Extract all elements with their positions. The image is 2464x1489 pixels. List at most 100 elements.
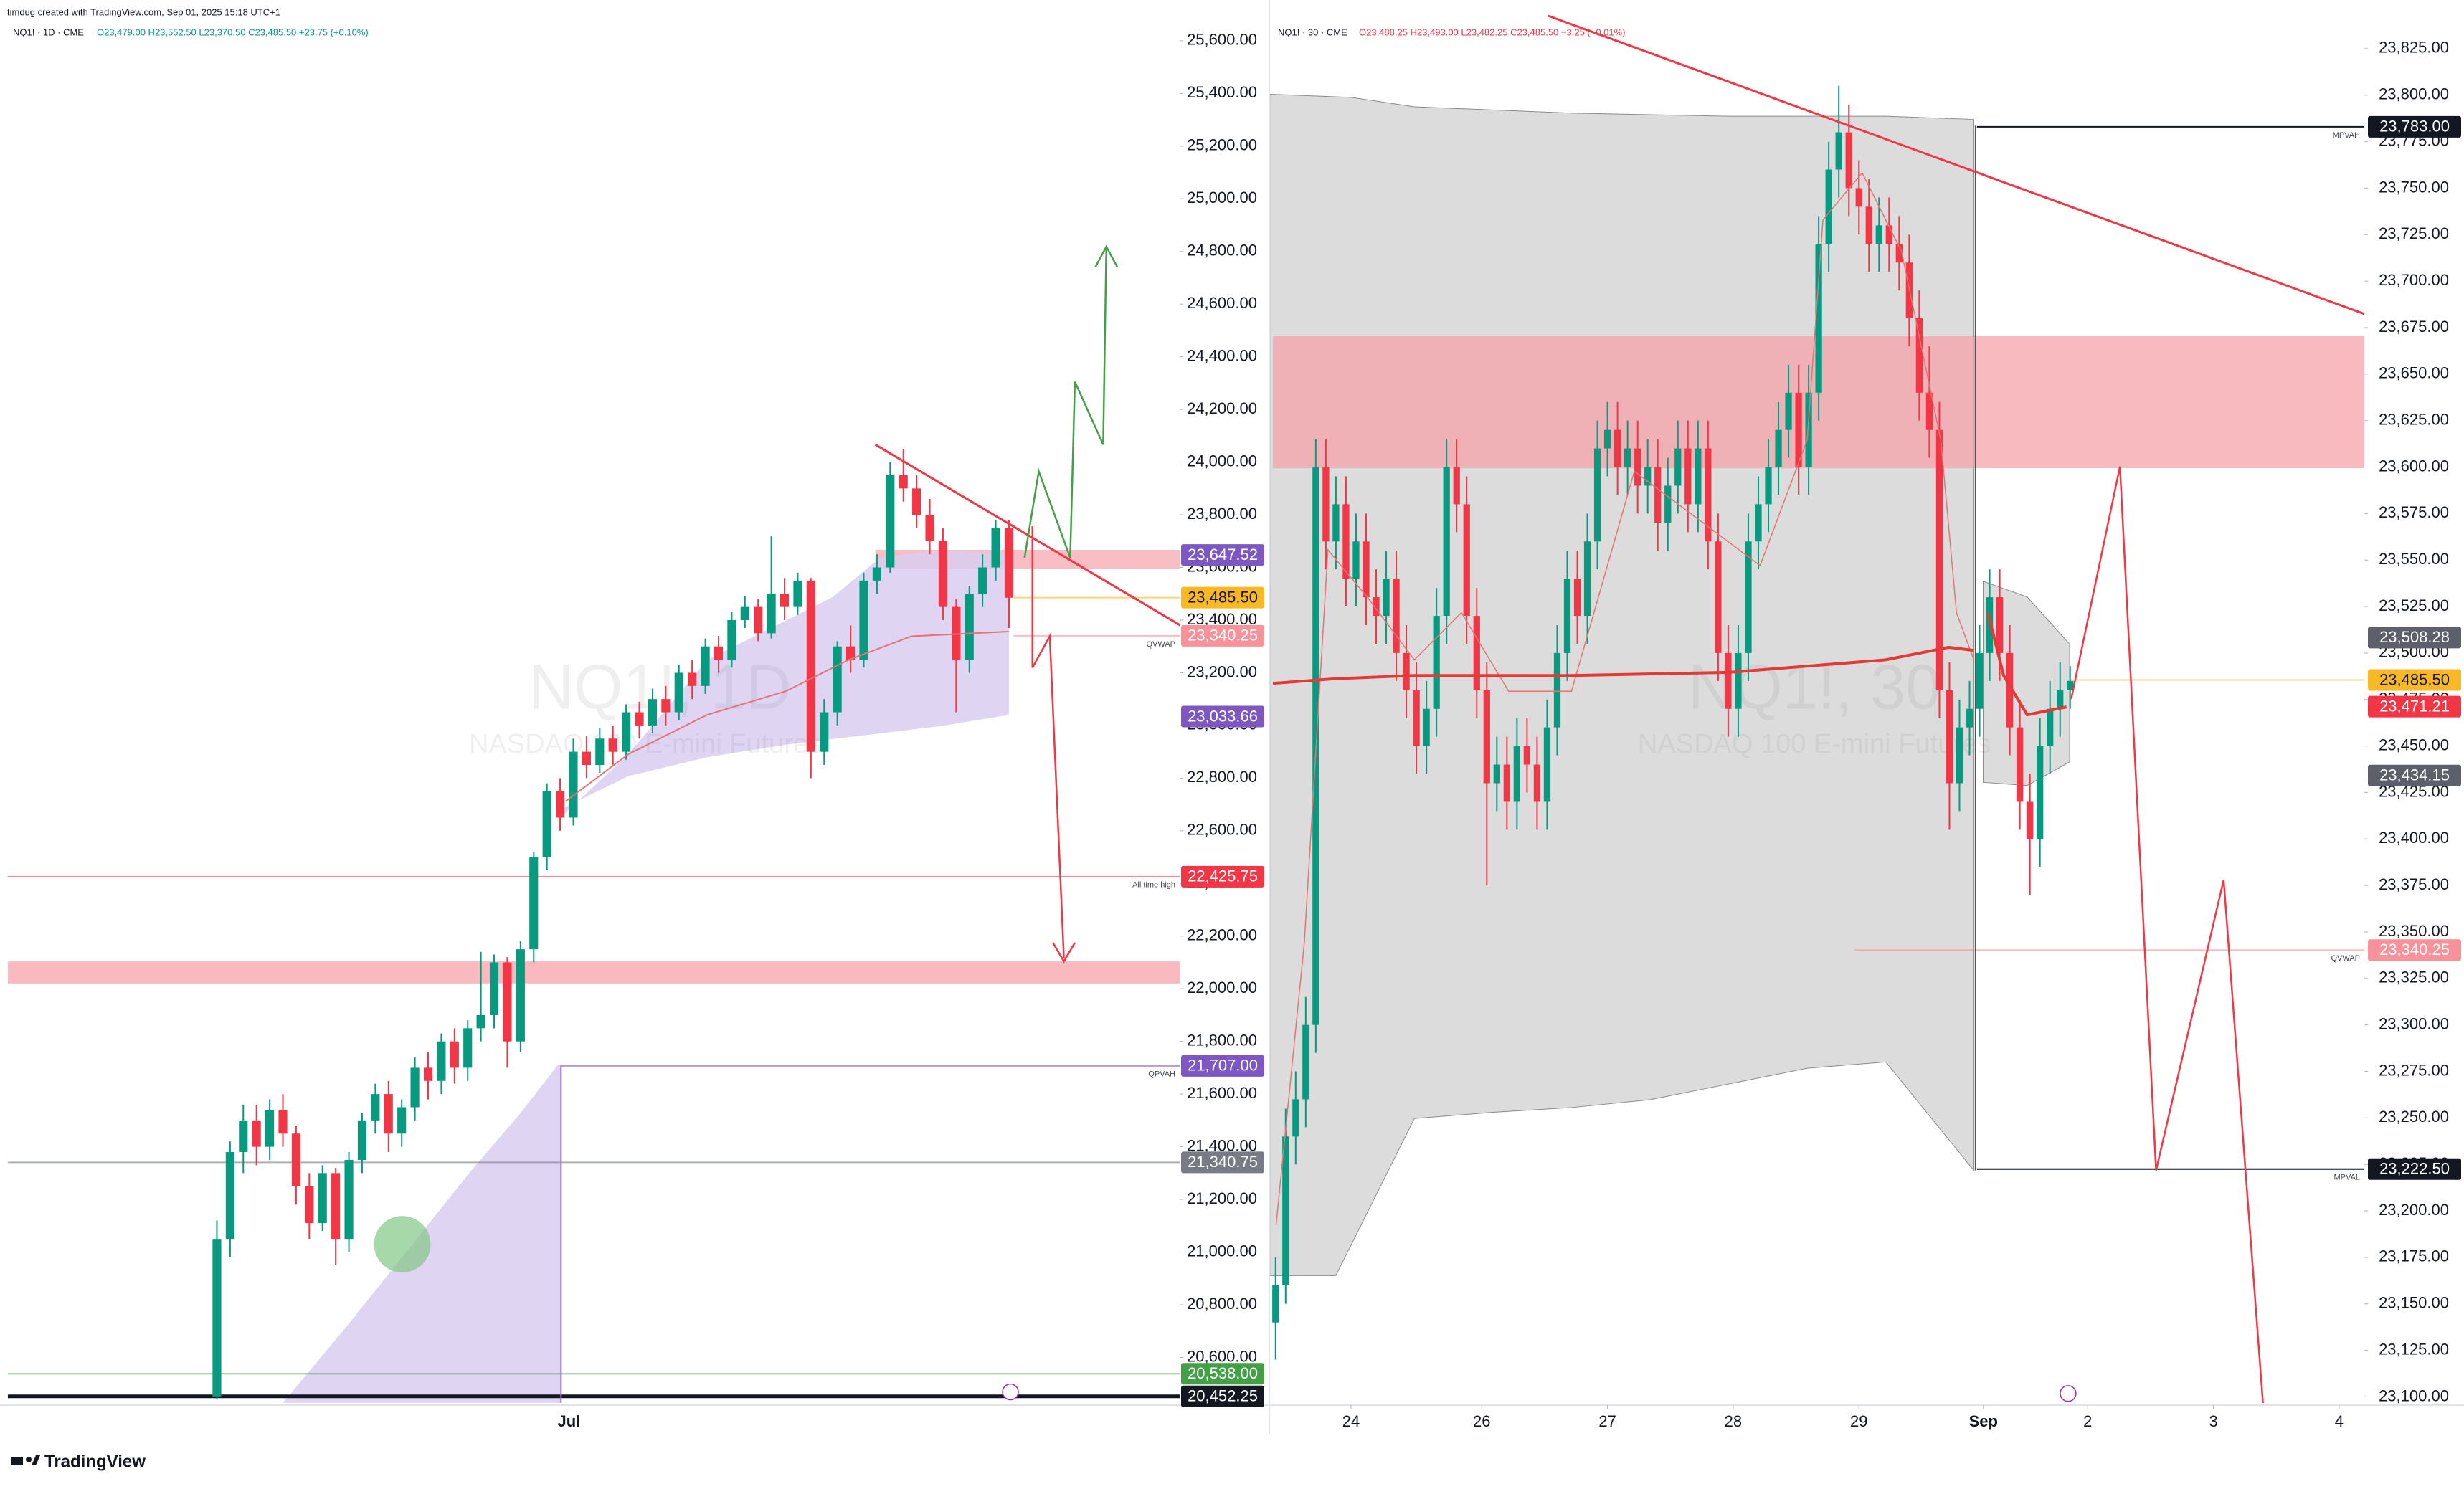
y-tick-label: 23,150.00 [2379, 1294, 2449, 1312]
y-tick-label: 20,600.00 [1187, 1347, 1257, 1365]
y-tick-label: 21,000.00 [1187, 1242, 1257, 1260]
price-tag [2368, 939, 2461, 961]
price-tag-name: QPVAH [1148, 1070, 1175, 1079]
candle-body [291, 1133, 300, 1186]
candle-body [516, 949, 525, 1042]
candle-body [1533, 764, 1541, 802]
candle-body [845, 646, 856, 660]
logo [32, 1455, 40, 1465]
candle-body [318, 1173, 327, 1224]
candle-body [1603, 429, 1611, 449]
candle-body [252, 1120, 261, 1147]
candle-body [1935, 429, 1943, 690]
y-tick-label: 23,175.00 [2379, 1247, 2449, 1265]
x-tick-label: 26 [1473, 1412, 1490, 1430]
candle-body [1684, 448, 1692, 505]
candle-body [1745, 541, 1752, 653]
candle-body [1563, 579, 1571, 653]
candle-body [1352, 541, 1360, 579]
projection [1025, 248, 1107, 558]
y-tick-label: 23,300.00 [2379, 1014, 2449, 1032]
candle-body [305, 1186, 314, 1224]
candle-body [2006, 652, 2014, 728]
price-tag-name: QVWAP [1146, 640, 1175, 649]
footer-logo: TradingView [11, 1452, 146, 1471]
candle-body [1463, 504, 1470, 617]
vwap-band [561, 549, 1009, 817]
candle-body [833, 646, 842, 713]
candle-body [384, 1094, 393, 1134]
candle-body [1715, 541, 1722, 653]
candle-body [212, 1239, 222, 1397]
x-tick-label: Sep [1969, 1412, 1998, 1430]
price-tag [2368, 669, 2461, 691]
price-tag-label: 23,508.28 [2379, 628, 2450, 646]
candle-body [1855, 188, 1862, 207]
price-tag [1181, 586, 1264, 609]
candle-body [767, 594, 776, 634]
price-tag-label: 23,647.52 [1188, 546, 1258, 563]
candle-body [371, 1094, 380, 1121]
price-tag [1181, 624, 1264, 647]
candle-body [1292, 1099, 1299, 1137]
price-tag-label: 21,707.00 [1188, 1057, 1258, 1075]
candle-body [1332, 504, 1340, 542]
price-tag-label: 23,340.25 [1188, 627, 1258, 644]
candle-body [1583, 541, 1591, 617]
candle-body [688, 672, 697, 686]
y-tick-label: 22,600.00 [1187, 821, 1257, 839]
y-tick-label: 23,750.00 [2379, 178, 2449, 196]
y-tick-label: 23,675.00 [2379, 318, 2449, 336]
trend-line [1548, 16, 2366, 314]
candle-body [1473, 616, 1480, 690]
y-tick-label: 23,600.00 [2379, 457, 2449, 475]
price-tag [1181, 544, 1264, 566]
candle-body [423, 1067, 433, 1081]
candle-body [556, 791, 565, 818]
candle-body [780, 594, 790, 607]
y-tick-label: 23,200.00 [1187, 662, 1257, 680]
ma-line [1276, 173, 1973, 1225]
vwap-line [566, 632, 1009, 801]
candle-body [1725, 652, 1732, 709]
candle-body [1644, 467, 1652, 486]
candle-body [1523, 746, 1531, 765]
y-tick-label: 23,250.00 [2379, 1108, 2449, 1126]
candle-body [582, 751, 591, 766]
candle-body [2047, 708, 2054, 746]
candle-body [1966, 708, 1973, 728]
candle-body [1443, 467, 1450, 617]
candle-body [2017, 727, 2024, 802]
candle-body [1996, 597, 2004, 653]
candle-body [1915, 318, 1923, 393]
candle-body [1845, 132, 1852, 189]
candle-body [714, 646, 724, 660]
candle-body [872, 567, 881, 581]
logo [11, 1457, 23, 1465]
legend-symbol: NQ1! · 1D · CME [13, 27, 84, 37]
candle-body [1342, 504, 1350, 579]
candle-body [1393, 579, 1400, 653]
candle-body [1925, 392, 1933, 430]
price-tag [2368, 627, 2461, 649]
price-tag-label: 23,033.66 [1188, 707, 1258, 725]
candle-body [2027, 801, 2034, 839]
candle-body [344, 1159, 354, 1240]
candle-body [978, 567, 987, 594]
candle-body [1004, 528, 1014, 598]
event-icon [2060, 1386, 2076, 1402]
y-tick-label: 21,200.00 [1187, 1189, 1257, 1207]
candle-body [397, 1107, 407, 1134]
price-tag-label: 23,485.50 [2379, 670, 2450, 688]
highlight [374, 1216, 431, 1273]
y-tick-label: 20,800.00 [1187, 1295, 1257, 1313]
candle-body [608, 738, 617, 752]
y-tick-label: 23,625.00 [2379, 410, 2449, 428]
candle-body [437, 1041, 446, 1081]
candle-body [1272, 1285, 1279, 1323]
candle-body [410, 1067, 420, 1108]
candle-body [1664, 485, 1672, 523]
y-tick-label: 22,800.00 [1187, 768, 1257, 786]
candle-body [635, 712, 644, 726]
candle-body [1695, 448, 1702, 505]
